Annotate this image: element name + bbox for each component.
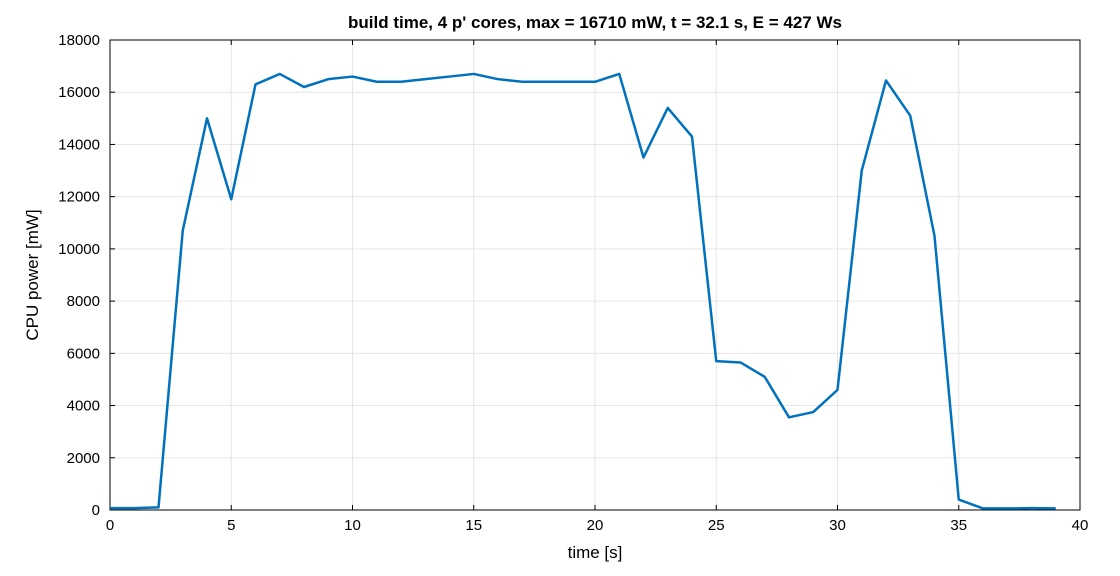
x-axis-label: time [s] [568, 543, 623, 562]
y-tick-label: 16000 [58, 84, 100, 101]
x-tick-label: 35 [950, 517, 967, 534]
y-axis-label: CPU power [mW] [23, 209, 42, 340]
y-tick-label: 18000 [58, 32, 100, 49]
x-tick-label: 25 [708, 517, 725, 534]
y-tick-label: 4000 [67, 398, 100, 415]
x-tick-label: 0 [106, 517, 114, 534]
x-tick-label: 20 [587, 517, 604, 534]
chart-container: 0 5 10 15 20 25 30 35 40 0 2000 4000 6000 8000 10000 12… [0, 0, 1120, 576]
y-tick-label: 0 [92, 502, 100, 519]
y-tick-label: 2000 [67, 450, 100, 467]
x-tick-label: 15 [465, 517, 482, 534]
grid [110, 40, 1080, 510]
y-tick-label: 12000 [58, 189, 100, 206]
y-tick-label: 10000 [58, 241, 100, 258]
y-tick-label: 14000 [58, 136, 100, 153]
x-tick-label: 30 [829, 517, 846, 534]
x-tick-label: 10 [344, 517, 361, 534]
ticks: 0 5 10 15 20 25 30 35 40 0 2000 4000 6000 8000 10000 12… [58, 32, 1088, 534]
cpu-power-series [110, 74, 1056, 508]
x-tick-label: 5 [227, 517, 235, 534]
x-tick-label: 40 [1072, 517, 1089, 534]
chart-title: build time, 4 p' cores, max = 16710 mW, … [348, 13, 842, 32]
y-tick-label: 8000 [67, 293, 100, 310]
line-chart: 0 5 10 15 20 25 30 35 40 0 2000 4000 6000 8000 10000 12… [0, 0, 1120, 576]
y-tick-label: 6000 [67, 345, 100, 362]
